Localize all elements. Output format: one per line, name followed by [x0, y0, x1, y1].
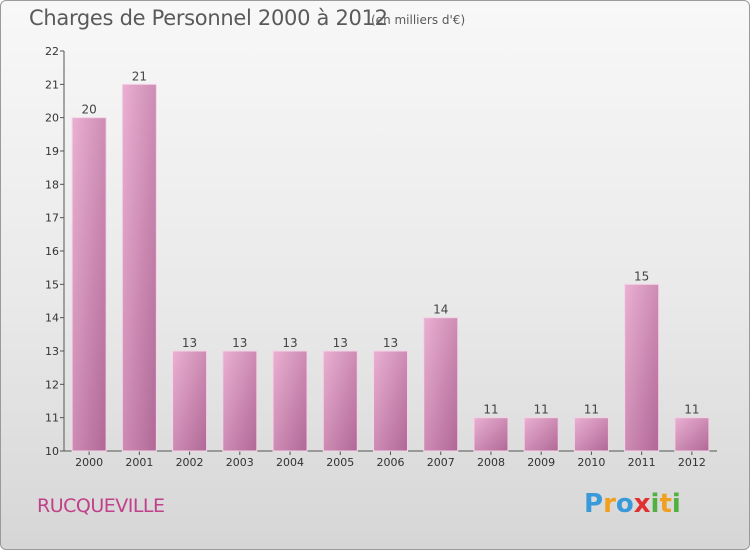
x-tick-label: 2011 [628, 456, 656, 469]
data-label: 11 [483, 403, 498, 417]
proxiti-logo[interactable]: Proxiti [584, 489, 681, 519]
y-tick-label: 14 [45, 312, 59, 325]
bar-2002 [172, 350, 208, 452]
data-label: 13 [333, 336, 348, 350]
data-label: 13 [232, 336, 247, 350]
x-tick-label: 2010 [577, 456, 605, 469]
data-labels: 20 21 13 13 13 13 13 14 11 11 11 15 11 [81, 69, 699, 416]
y-tick-label: 12 [45, 378, 59, 391]
data-label: 11 [584, 403, 599, 417]
bar-2011 [624, 283, 660, 452]
logo-letter: i [650, 489, 660, 519]
y-tick-label: 21 [45, 78, 59, 91]
y-tick-label: 18 [45, 178, 59, 191]
y-tick-label: 15 [45, 278, 59, 291]
y-tick-label: 22 [45, 45, 59, 58]
x-tick-label: 2012 [678, 456, 706, 469]
y-tick-label: 16 [45, 245, 59, 258]
x-tick-label: 2004 [276, 456, 304, 469]
chart-title: Charges de Personnel 2000 à 2012 [29, 6, 388, 30]
bar-2001 [121, 83, 157, 452]
bar-2006 [373, 350, 408, 452]
data-label: 13 [383, 336, 398, 350]
y-tick-label: 10 [45, 445, 59, 458]
bar-2012 [674, 417, 710, 452]
x-tick-label: 2007 [427, 456, 455, 469]
logo-letter: x [633, 489, 651, 519]
bar-2010 [573, 417, 609, 452]
bar-2003 [222, 350, 258, 452]
data-label: 20 [81, 103, 96, 117]
chart-subtitle: (en milliers d'€) [371, 13, 466, 27]
bar-2000 [71, 117, 107, 452]
bar-2007 [423, 317, 459, 452]
bar-2009 [523, 417, 559, 452]
y-tick-label: 19 [45, 145, 59, 158]
bar-series [71, 83, 710, 452]
data-label: 13 [182, 336, 197, 350]
x-tick-label: 2001 [125, 456, 153, 469]
x-tick-label: 2006 [377, 456, 405, 469]
x-tick-label: 2003 [226, 456, 254, 469]
y-tick-label: 13 [45, 345, 59, 358]
y-tick-label: 20 [45, 112, 59, 125]
bar-2005 [322, 350, 358, 452]
x-tick-label: 2002 [176, 456, 204, 469]
logo-letter: i [671, 489, 681, 519]
data-label: 14 [433, 303, 448, 317]
data-label: 15 [634, 269, 649, 283]
x-tick-label: 2008 [477, 456, 505, 469]
x-tick-label: 2009 [527, 456, 555, 469]
town-name: RUCQUEVILLE [37, 495, 165, 517]
data-label: 11 [534, 403, 549, 417]
x-tick-label: 2005 [326, 456, 354, 469]
y-tick-label: 11 [45, 412, 59, 425]
chart-axes: 10 11 12 13 14 15 16 17 18 19 20 21 22 2000 2001 2002 20… [45, 45, 717, 469]
x-tick-label: 2000 [75, 456, 103, 469]
logo-letter: t [659, 489, 672, 519]
bar-2008 [473, 417, 509, 452]
data-label: 11 [684, 403, 699, 417]
logo-letter: o [615, 489, 634, 519]
data-label: 13 [282, 336, 297, 350]
data-label: 21 [132, 69, 147, 83]
logo-letter: P [584, 489, 604, 519]
bar-2004 [272, 350, 308, 452]
logo-letter: r [603, 489, 616, 519]
y-tick-label: 17 [45, 212, 59, 225]
